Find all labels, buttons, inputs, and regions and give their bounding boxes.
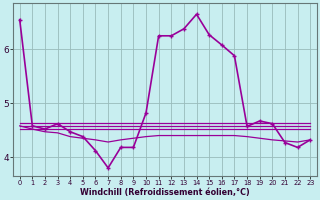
X-axis label: Windchill (Refroidissement éolien,°C): Windchill (Refroidissement éolien,°C) [80, 188, 250, 197]
